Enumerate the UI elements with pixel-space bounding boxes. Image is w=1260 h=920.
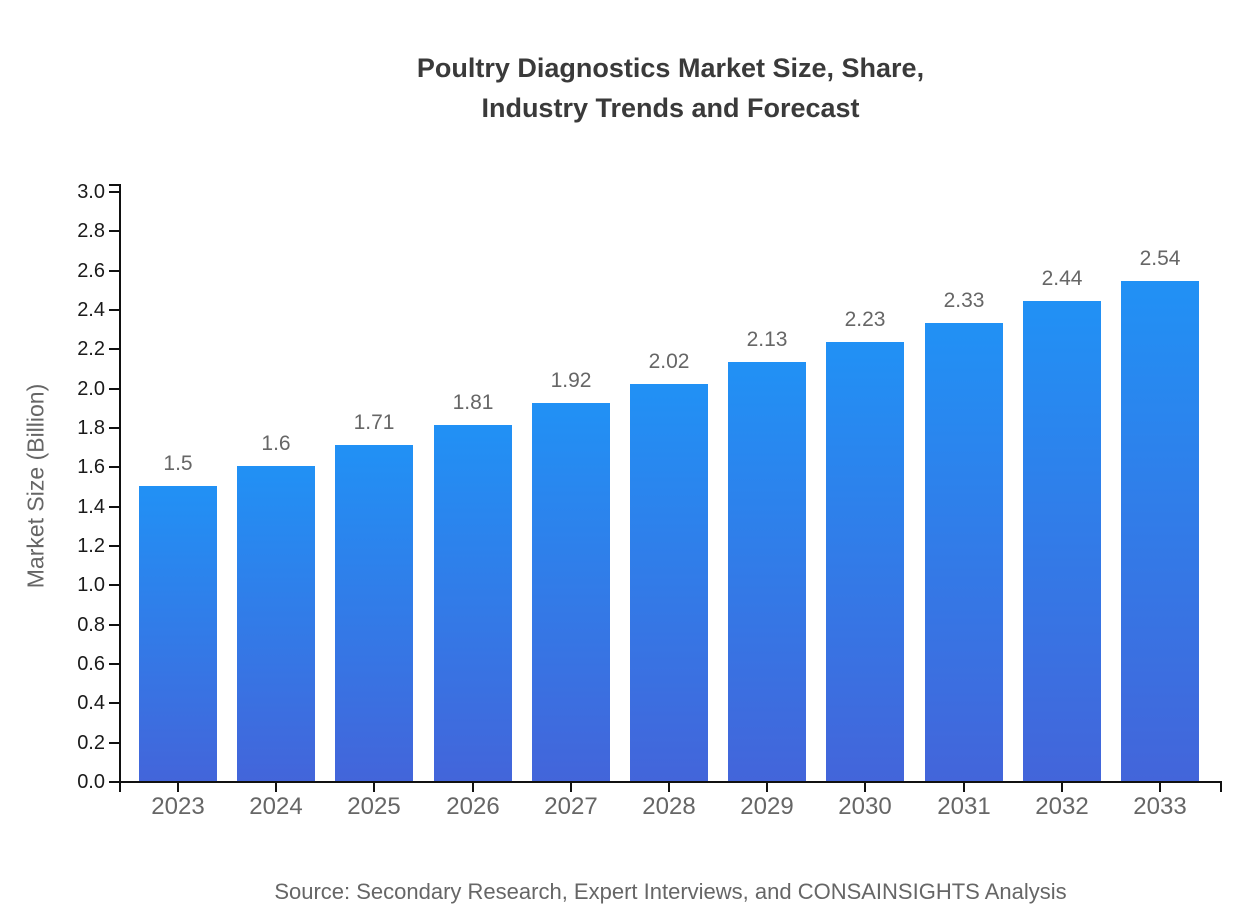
- x-tick-label: 2033: [1133, 793, 1187, 820]
- x-tick: [570, 783, 572, 792]
- y-tick: [109, 348, 121, 350]
- bar-value-label: 2.33: [943, 289, 985, 312]
- y-tick: [109, 191, 121, 193]
- bar-value-label: 2.44: [1041, 267, 1083, 290]
- y-tick-label: 1.0: [77, 574, 105, 596]
- bar-value-label: 1.5: [163, 452, 193, 475]
- y-tick-label: 0.8: [77, 614, 105, 636]
- x-tick: [275, 783, 277, 792]
- y-tick: [109, 624, 121, 626]
- bar: [630, 384, 708, 781]
- y-tick-label: 1.8: [77, 417, 105, 439]
- x-tick-label: 2029: [740, 793, 794, 820]
- bar-value-label: 2.13: [746, 328, 788, 351]
- bar: [139, 486, 217, 781]
- x-tick-label: 2031: [937, 793, 991, 820]
- x-axis-spine: [119, 781, 1222, 783]
- y-axis-end-cap: [109, 184, 121, 186]
- bar: [925, 323, 1003, 781]
- bar: [335, 445, 413, 781]
- x-tick-label: 2027: [544, 793, 598, 820]
- bar-value-label: 1.71: [353, 411, 395, 434]
- y-tick: [109, 781, 121, 783]
- y-tick: [109, 506, 121, 508]
- y-tick-label: 2.0: [77, 378, 105, 400]
- bar-value-label: 1.6: [261, 432, 291, 455]
- x-tick-label: 2028: [642, 793, 696, 820]
- x-tick: [864, 783, 866, 792]
- bar-value-label: 2.54: [1139, 247, 1181, 270]
- y-tick: [109, 545, 121, 547]
- y-tick: [109, 466, 121, 468]
- x-tick: [1061, 783, 1063, 792]
- y-tick-label: 0.4: [77, 692, 105, 714]
- bar-value-label: 1.92: [550, 369, 592, 392]
- y-tick: [109, 702, 121, 704]
- y-tick-label: 2.6: [77, 260, 105, 282]
- y-tick-label: 3.0: [77, 181, 105, 203]
- x-tick: [373, 783, 375, 792]
- y-tick-label: 0.0: [77, 771, 105, 793]
- chart-title-line-1: Poultry Diagnostics Market Size, Share,: [416, 53, 925, 83]
- chart-title: Poultry Diagnostics Market Size, Share, …: [120, 48, 1221, 128]
- y-tick-label: 0.2: [77, 732, 105, 754]
- bar: [728, 362, 806, 781]
- bar-value-label: 2.23: [844, 308, 886, 331]
- y-tick: [109, 427, 121, 429]
- x-tick: [963, 783, 965, 792]
- bar-value-label: 2.02: [648, 350, 690, 373]
- x-tick: [1159, 783, 1161, 792]
- y-tick: [109, 309, 121, 311]
- bar: [1121, 281, 1199, 781]
- chart-title-line-2: Industry Trends and Forecast: [481, 93, 860, 123]
- bar: [1023, 301, 1101, 781]
- y-tick-label: 1.6: [77, 456, 105, 478]
- x-tick-label: 2024: [249, 793, 303, 820]
- x-tick: [472, 783, 474, 792]
- y-tick: [109, 230, 121, 232]
- bar: [237, 466, 315, 781]
- y-tick: [109, 270, 121, 272]
- x-axis-end-cap: [1220, 783, 1222, 792]
- y-tick-label: 1.4: [77, 496, 105, 518]
- x-tick-label: 2026: [446, 793, 500, 820]
- y-tick-label: 0.6: [77, 653, 105, 675]
- x-tick: [766, 783, 768, 792]
- y-tick: [109, 584, 121, 586]
- x-tick-label: 2025: [347, 793, 401, 820]
- bar-value-label: 1.81: [452, 391, 494, 414]
- source-note: Source: Secondary Research, Expert Inter…: [274, 879, 1067, 904]
- y-tick-label: 2.4: [77, 299, 105, 321]
- y-tick: [109, 388, 121, 390]
- x-tick-label: 2030: [838, 793, 892, 820]
- x-tick: [668, 783, 670, 792]
- bar: [532, 403, 610, 781]
- x-tick-label: 2032: [1035, 793, 1089, 820]
- y-tick: [109, 663, 121, 665]
- y-tick-label: 2.8: [77, 220, 105, 242]
- y-tick-label: 1.2: [77, 535, 105, 557]
- x-tick: [177, 783, 179, 792]
- y-axis-spine: [119, 184, 121, 792]
- bar: [434, 425, 512, 781]
- x-tick-label: 2023: [151, 793, 205, 820]
- y-tick: [109, 742, 121, 744]
- bar: [826, 342, 904, 781]
- y-tick-label: 2.2: [77, 338, 105, 360]
